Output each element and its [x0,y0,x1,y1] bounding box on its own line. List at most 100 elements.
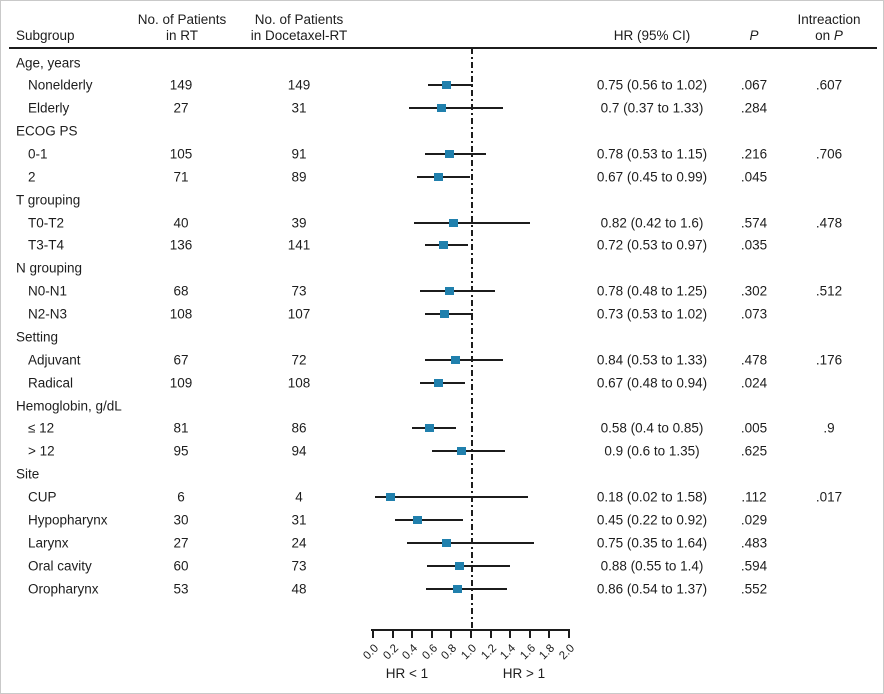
subgroup-label: T0-T2 [28,215,65,231]
axis-tick [489,631,492,638]
n-patients-docetaxel-rt: 86 [291,420,307,436]
subgroup-label: Adjuvant [28,352,81,368]
hr-ci-value: 0.45 (0.22 to 0.92) [596,512,708,528]
p-value: .073 [740,306,768,322]
n-patients-rt: 95 [173,443,189,459]
axis-caption-hr-greater-than-1: HR > 1 [502,666,546,681]
interaction-p-value: .9 [823,420,835,436]
interaction-p-value: .176 [815,352,843,368]
n-patients-docetaxel-rt: 149 [287,77,311,93]
n-patients-rt: 149 [169,77,193,93]
axis-tick [450,631,453,638]
axis-tick-label: 0.0 [361,642,382,663]
n-patients-rt: 81 [173,420,189,436]
n-patients-docetaxel-rt: 94 [291,443,307,459]
interaction-p-value: .478 [815,215,843,231]
n-patients-docetaxel-rt: 89 [291,169,307,185]
p-value: .625 [740,443,768,459]
n-patients-rt: 27 [173,535,189,551]
axis-tick-label: 1.6 [518,642,538,663]
hr-ci-value: 0.73 (0.53 to 1.02) [596,306,708,322]
column-header-doc-line2: in Docetaxel-RT [250,27,348,43]
hr-ci-value: 0.75 (0.56 to 1.02) [596,77,708,93]
column-header-docetaxel-rt: No. of Patients in Docetaxel-RT [229,12,369,43]
n-patients-rt: 30 [173,512,189,528]
forest-row: Elderly 27 31 0.7 (0.37 to 1.33) .284 [1,97,883,120]
hr-ci-value: 0.82 (0.42 to 1.6) [600,215,704,231]
subgroup-label: N grouping [16,260,83,276]
hr-ci-value: 0.86 (0.54 to 1.37) [596,581,708,596]
forest-row: Hypopharynx 30 31 0.45 (0.22 to 0.92) .029 [1,508,883,531]
p-value: .574 [740,215,768,231]
hazard-ratio-marker [456,447,466,456]
p-value: .024 [740,375,768,391]
axis-tick [391,631,394,638]
axis-tick [548,631,551,638]
subgroup-label: T3-T4 [28,237,65,253]
axis-tick-label: 1.4 [498,642,519,663]
interaction-p-value: .512 [815,283,843,299]
hr-ci-value: 0.78 (0.53 to 1.15) [596,146,708,162]
axis-tick-label: 0.2 [380,642,401,663]
column-header-rt-line1: No. of Patients [137,12,227,27]
n-patients-docetaxel-rt: 31 [291,512,307,528]
hr-ci-value: 0.67 (0.45 to 0.99) [596,169,708,185]
subgroup-label: N0-N1 [28,283,68,299]
hazard-ratio-marker [442,538,451,547]
n-patients-rt: 108 [169,306,193,322]
confidence-interval-line [374,496,528,499]
n-patients-rt: 53 [173,581,189,596]
forest-row: N2-N3 108 107 0.73 (0.53 to 1.02) .073 [1,303,883,326]
p-value: .552 [740,581,768,596]
hr-ci-value: 0.75 (0.35 to 1.64) [596,535,708,551]
column-header-subgroup: Subgroup [16,28,75,43]
p-value: .112 [741,489,767,505]
p-value: .029 [740,512,768,528]
subgroup-label: N2-N3 [28,306,68,322]
forest-row: ≤ 12 81 86 0.58 (0.4 to 0.85) .005 .9 [1,417,883,440]
axis-tick-label: 1.2 [478,642,499,663]
n-patients-docetaxel-rt: 73 [291,283,307,299]
subgroup-label: ≤ 12 [28,420,55,436]
subgroup-label: Oropharynx [28,581,99,596]
column-header-rt: No. of Patients in RT [122,12,242,43]
hazard-ratio-marker [448,218,458,227]
column-header-rt-line2: in RT [165,27,198,43]
confidence-interval-line [431,450,506,453]
forest-row: T3-T4 136 141 0.72 (0.53 to 0.97) .035 [1,234,883,257]
group-header-row: T grouping [1,188,883,211]
n-patients-docetaxel-rt: 4 [295,489,303,505]
forest-row: 0-1 105 91 0.78 (0.53 to 1.15) .216 .706 [1,142,883,165]
n-patients-docetaxel-rt: 48 [291,581,307,596]
hazard-ratio-marker [452,584,462,593]
group-header-row: ECOG PS [1,120,883,143]
hazard-ratio-marker [437,104,447,113]
hazard-ratio-marker [454,561,464,570]
confidence-interval-line [407,541,534,544]
n-patients-docetaxel-rt: 73 [291,558,307,574]
hazard-ratio-marker [444,287,454,296]
column-header-doc-line1: No. of Patients [254,12,344,27]
p-value: .067 [740,77,768,93]
column-header-interaction-p: Intreaction on P [779,12,879,43]
subgroup-label: T grouping [16,192,81,208]
n-patients-rt: 71 [173,169,189,185]
n-patients-docetaxel-rt: 108 [287,375,311,391]
subgroup-label: Elderly [28,100,70,116]
n-patients-rt: 105 [169,146,193,162]
hr-ci-value: 0.58 (0.4 to 0.85) [600,420,704,436]
p-value: .045 [740,169,768,185]
column-header-interaction-line2: on P [815,27,843,43]
axis-tick-label: 1.8 [537,642,558,663]
hr-ci-value: 0.9 (0.6 to 1.35) [604,443,700,459]
subgroup-label: 0-1 [28,146,48,162]
hazard-ratio-marker [434,172,444,181]
subgroup-label: 2 [28,169,36,185]
hr-ci-value: 0.78 (0.48 to 1.25) [596,283,708,299]
confidence-interval-line [409,107,504,110]
subgroup-label: Hypopharynx [28,512,108,528]
hr-ci-value: 0.88 (0.55 to 1.4) [600,558,704,574]
axis-tick [528,631,531,638]
n-patients-docetaxel-rt: 39 [291,215,307,231]
